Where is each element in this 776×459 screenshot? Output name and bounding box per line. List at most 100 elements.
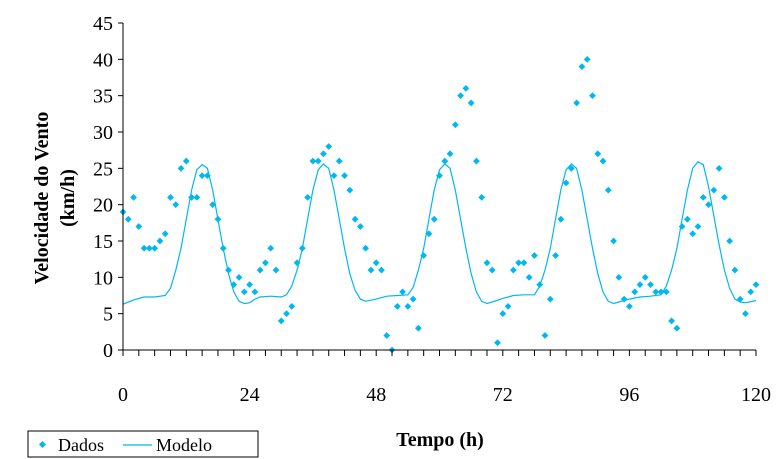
legend-dados-marker <box>38 440 47 449</box>
dados-point <box>641 273 649 281</box>
dados-point <box>172 201 180 209</box>
dados-point <box>378 266 385 274</box>
dados-point <box>731 266 739 274</box>
dados-point <box>209 201 217 209</box>
dados-point <box>145 244 153 252</box>
dados-point <box>314 157 322 165</box>
x-tick-label: 120 <box>741 384 771 406</box>
y-tick-label: 30 <box>93 122 113 144</box>
y-tick-label: 45 <box>93 13 113 35</box>
legend-modelo-label: Modelo <box>156 435 212 455</box>
dados-point <box>562 179 570 187</box>
dados-point <box>752 281 760 288</box>
dados-point <box>531 252 538 259</box>
dados-point <box>182 157 190 165</box>
dados-point <box>583 55 591 63</box>
dados-point <box>446 150 454 158</box>
y-tick-label: 10 <box>93 267 113 289</box>
dados-point <box>335 157 343 165</box>
dados-point <box>415 324 422 332</box>
x-tick-label: 48 <box>366 384 386 406</box>
dados-point <box>393 303 401 310</box>
dados-point <box>351 215 359 223</box>
dados-point <box>404 303 412 310</box>
dados-point <box>372 259 380 267</box>
dados-point <box>356 223 364 230</box>
dados-point <box>715 164 723 172</box>
dados-point <box>240 288 248 296</box>
dados-point <box>161 230 169 238</box>
dados-point <box>288 303 296 310</box>
dados-point <box>589 92 596 100</box>
dados-point <box>309 157 317 165</box>
x-axis-title: Tempo (h) <box>396 429 484 451</box>
x-tick-label: 0 <box>118 384 128 406</box>
dados-point <box>320 150 327 158</box>
legend-box <box>27 430 259 458</box>
dados-point <box>151 244 159 252</box>
dados-point <box>124 215 132 223</box>
dados-point <box>504 303 512 310</box>
dados-point <box>747 288 755 296</box>
dados-point <box>399 288 406 296</box>
dados-point <box>325 143 333 150</box>
dados-point <box>720 194 728 201</box>
y-tick-label: 0 <box>103 340 113 362</box>
dados-point <box>742 310 749 318</box>
dados-point <box>156 237 164 245</box>
dados-point <box>478 194 486 201</box>
dados-point <box>610 237 617 245</box>
legend: Dados Modelo <box>27 430 259 458</box>
dados-point <box>441 157 449 165</box>
dados-point <box>256 266 264 274</box>
dados-point <box>341 172 348 179</box>
dados-point <box>499 310 507 318</box>
dados-point <box>626 303 633 310</box>
y-tick-label: 15 <box>93 231 113 253</box>
dados-point <box>451 121 459 129</box>
dados-point <box>467 99 475 107</box>
x-tick-label: 72 <box>493 384 513 406</box>
dados-point <box>267 244 275 252</box>
dados-point <box>668 317 675 325</box>
dados-point <box>246 281 253 288</box>
dados-point <box>488 266 496 274</box>
dados-point <box>277 317 285 325</box>
dados-point <box>578 63 586 70</box>
dados-point <box>552 252 559 259</box>
y-tick-label: 40 <box>93 49 113 71</box>
dados-point <box>525 273 533 281</box>
dados-point <box>673 324 681 332</box>
dados-point <box>367 266 375 274</box>
dados-point <box>262 259 269 267</box>
y-axis-title-line1: Velocidade do Vento <box>31 112 53 285</box>
y-tick-label: 5 <box>103 304 113 326</box>
dados-point <box>473 157 480 165</box>
x-tick-label: 96 <box>619 384 639 406</box>
dados-point <box>330 172 338 179</box>
dados-point <box>494 339 501 347</box>
dados-point <box>699 194 707 201</box>
dados-point <box>631 288 639 296</box>
dados-point <box>557 215 565 223</box>
dados-point <box>457 92 464 100</box>
dados-point <box>283 310 290 318</box>
dados-point <box>193 194 201 201</box>
dados-point <box>135 223 143 230</box>
dados-point <box>573 99 581 107</box>
dados-point <box>362 244 370 252</box>
dados-point <box>177 164 185 172</box>
dados-point <box>694 223 702 230</box>
dados-point <box>346 186 354 194</box>
y-axis-title-line2: (km/h) <box>57 169 79 227</box>
dados-point <box>599 157 607 165</box>
dados-point <box>409 295 417 303</box>
dados-point <box>235 273 243 281</box>
dados-point <box>130 194 137 201</box>
dados-point <box>272 266 280 274</box>
y-tick-label: 20 <box>93 195 113 217</box>
dados-point <box>430 215 438 223</box>
dados-point <box>541 332 549 339</box>
dados-point <box>167 194 174 201</box>
